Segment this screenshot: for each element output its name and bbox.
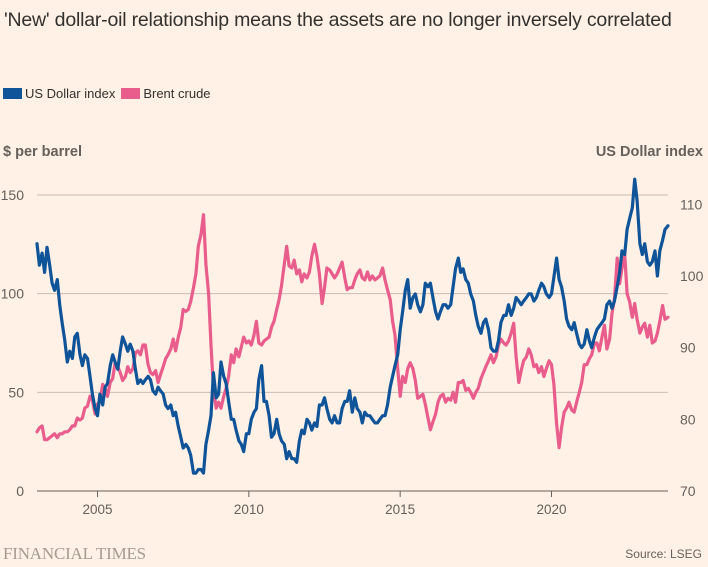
x-ticks: 2005 2010 2015 2020 (83, 491, 567, 517)
series-line-us-dollar-index (35, 177, 670, 475)
left-y-tick-label: 150 (1, 187, 25, 203)
ft-logo: FINANCIAL TIMES (3, 544, 146, 563)
legend: US Dollar index Brent crude (3, 86, 217, 101)
legend-item-brent: Brent crude (121, 86, 211, 101)
right-y-tick-label: 90 (680, 340, 696, 356)
right-y-tick-label: 100 (680, 268, 704, 284)
series-line-brent-crude (35, 213, 670, 450)
legend-label-usd: US Dollar index (25, 86, 116, 101)
left-axis-title: $ per barrel (3, 144, 82, 160)
left-y-ticks: 0 50 100 150 (1, 187, 25, 499)
right-y-ticks: 70 80 90 100 110 (680, 196, 704, 499)
series-lines (35, 177, 670, 475)
x-tick-label: 2010 (234, 502, 264, 517)
x-tick-label: 2020 (536, 502, 566, 517)
right-y-tick-label: 110 (680, 196, 703, 212)
chart-title: 'New' dollar-oil relationship means the … (4, 9, 672, 31)
x-tick-label: 2005 (83, 502, 113, 517)
gridlines (37, 194, 668, 492)
right-axis-title: US Dollar index (595, 144, 703, 160)
legend-item-usd: US Dollar index (3, 86, 115, 101)
left-y-tick-label: 50 (8, 384, 24, 400)
legend-swatch-brent (121, 88, 141, 99)
left-y-tick-label: 100 (1, 286, 25, 302)
source-note: Source: LSEG (625, 547, 702, 561)
legend-label-brent: Brent crude (143, 86, 211, 101)
right-y-tick-label: 80 (680, 411, 696, 427)
legend-swatch-usd (3, 88, 22, 99)
x-tick-label: 2015 (385, 502, 415, 517)
left-y-tick-label: 0 (16, 483, 24, 499)
right-y-tick-label: 70 (680, 483, 696, 499)
